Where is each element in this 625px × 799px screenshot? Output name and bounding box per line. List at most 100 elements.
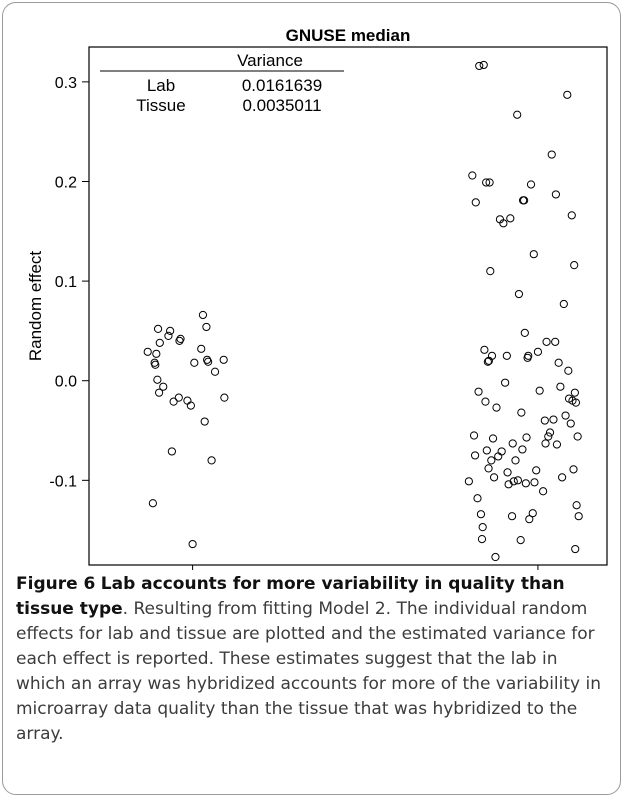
- data-point-lab: [567, 211, 576, 220]
- data-point-lab: [477, 535, 487, 544]
- data-point-lab: [507, 512, 517, 521]
- data-point-tissue: [202, 322, 211, 332]
- data-point-lab: [489, 473, 499, 482]
- data-point-lab: [570, 388, 579, 397]
- figure-caption: Figure 6 Lab accounts for more variabili…: [16, 572, 612, 747]
- data-point-lab: [544, 432, 553, 441]
- variance-row-lab-value: 0.0161639: [242, 76, 322, 95]
- data-point-tissue: [203, 355, 212, 364]
- variance-row-tissue-value: 0.0035011: [242, 96, 321, 115]
- data-point-lab: [571, 398, 581, 407]
- data-point-lab: [521, 479, 530, 488]
- data-point-lab: [484, 464, 493, 473]
- data-point-lab: [574, 512, 583, 521]
- data-point-tissue: [155, 338, 164, 347]
- data-points: [143, 60, 583, 562]
- data-point-lab: [508, 439, 517, 448]
- data-point-tissue: [159, 382, 168, 391]
- data-point-lab: [564, 366, 573, 375]
- data-point-tissue: [210, 367, 220, 376]
- data-point-lab: [541, 439, 550, 448]
- y-tick-label: 0.2: [55, 174, 77, 191]
- data-point-lab: [524, 351, 533, 360]
- data-point-tissue: [151, 360, 160, 369]
- data-point-tissue: [143, 347, 152, 356]
- data-point-lab: [526, 180, 536, 189]
- data-point-lab: [569, 465, 578, 474]
- x-axis: TissueLab: [192, 565, 539, 570]
- data-point-tissue: [153, 324, 163, 334]
- data-point-lab: [497, 447, 506, 456]
- data-point-lab: [499, 219, 508, 228]
- data-point-lab: [540, 416, 549, 425]
- data-point-lab: [485, 178, 494, 187]
- data-point-lab: [514, 289, 524, 299]
- data-point-tissue: [153, 375, 162, 384]
- data-point-lab: [491, 552, 500, 562]
- data-point-tissue: [219, 355, 228, 364]
- data-point-lab: [530, 478, 539, 487]
- data-point-lab: [572, 501, 581, 510]
- data-point-lab: [483, 357, 492, 366]
- data-point-lab: [529, 250, 538, 259]
- data-point-lab: [469, 431, 479, 440]
- data-point-tissue: [188, 539, 197, 549]
- variance-row-tissue-name: Tissue: [136, 96, 185, 115]
- data-point-lab: [520, 328, 529, 337]
- data-point-lab: [573, 432, 582, 441]
- variance-header: Variance: [237, 51, 303, 70]
- y-tick-label: 0.3: [55, 75, 77, 92]
- data-point-lab: [488, 434, 498, 443]
- data-point-lab: [494, 452, 503, 461]
- plot-area-border: [88, 46, 608, 566]
- data-point-lab: [518, 445, 527, 454]
- data-point-tissue: [169, 397, 178, 406]
- data-point-lab: [487, 456, 496, 465]
- data-point-lab: [506, 214, 515, 223]
- data-point-lab: [551, 337, 560, 346]
- data-point-lab: [501, 378, 510, 387]
- data-point-lab: [549, 415, 558, 424]
- data-point-lab: [532, 466, 541, 475]
- data-point-lab: [517, 408, 526, 417]
- data-point-lab: [481, 397, 490, 406]
- variance-table: Variance Lab 0.0161639 Tissue 0.0035011: [100, 51, 344, 115]
- data-point-tissue: [220, 393, 229, 402]
- data-point-lab: [525, 515, 534, 524]
- data-point-tissue: [164, 331, 173, 340]
- data-point-tissue: [200, 417, 209, 426]
- data-point-lab: [542, 337, 551, 346]
- data-point-lab: [533, 347, 543, 356]
- data-point-lab: [547, 150, 556, 159]
- data-point-lab: [520, 196, 529, 205]
- y-axis-label: Random effect: [26, 251, 45, 362]
- data-point-lab: [545, 428, 555, 437]
- data-point-lab: [556, 382, 565, 391]
- data-point-lab: [539, 487, 548, 496]
- data-point-lab: [552, 440, 562, 449]
- data-point-tissue: [174, 393, 183, 402]
- y-axis: -0.1 0.0 0.1 0.2 0.3: [49, 75, 89, 490]
- data-point-tissue: [183, 396, 192, 405]
- data-point-lab: [468, 171, 477, 180]
- data-point-lab: [566, 419, 575, 428]
- figure-label: Figure 6: [16, 574, 96, 594]
- figure-description: . Resulting from fitting Model 2. The in…: [16, 599, 602, 744]
- data-point-lab: [487, 351, 497, 360]
- data-point-lab: [561, 411, 570, 420]
- y-tick-label: 0.0: [55, 374, 77, 391]
- data-point-tissue: [198, 310, 208, 320]
- data-point-lab: [464, 477, 473, 486]
- data-point-lab: [479, 60, 488, 70]
- data-point-lab: [513, 110, 522, 119]
- data-point-lab: [503, 468, 512, 477]
- data-point-tissue: [148, 499, 157, 508]
- data-point-tissue: [197, 344, 206, 353]
- data-point-lab: [522, 433, 531, 442]
- chart-title: GNUSE median: [286, 26, 411, 45]
- data-point-lab: [513, 476, 523, 485]
- variance-row-lab-name: Lab: [147, 76, 175, 95]
- data-point-lab: [559, 299, 568, 309]
- data-point-tissue: [186, 401, 195, 410]
